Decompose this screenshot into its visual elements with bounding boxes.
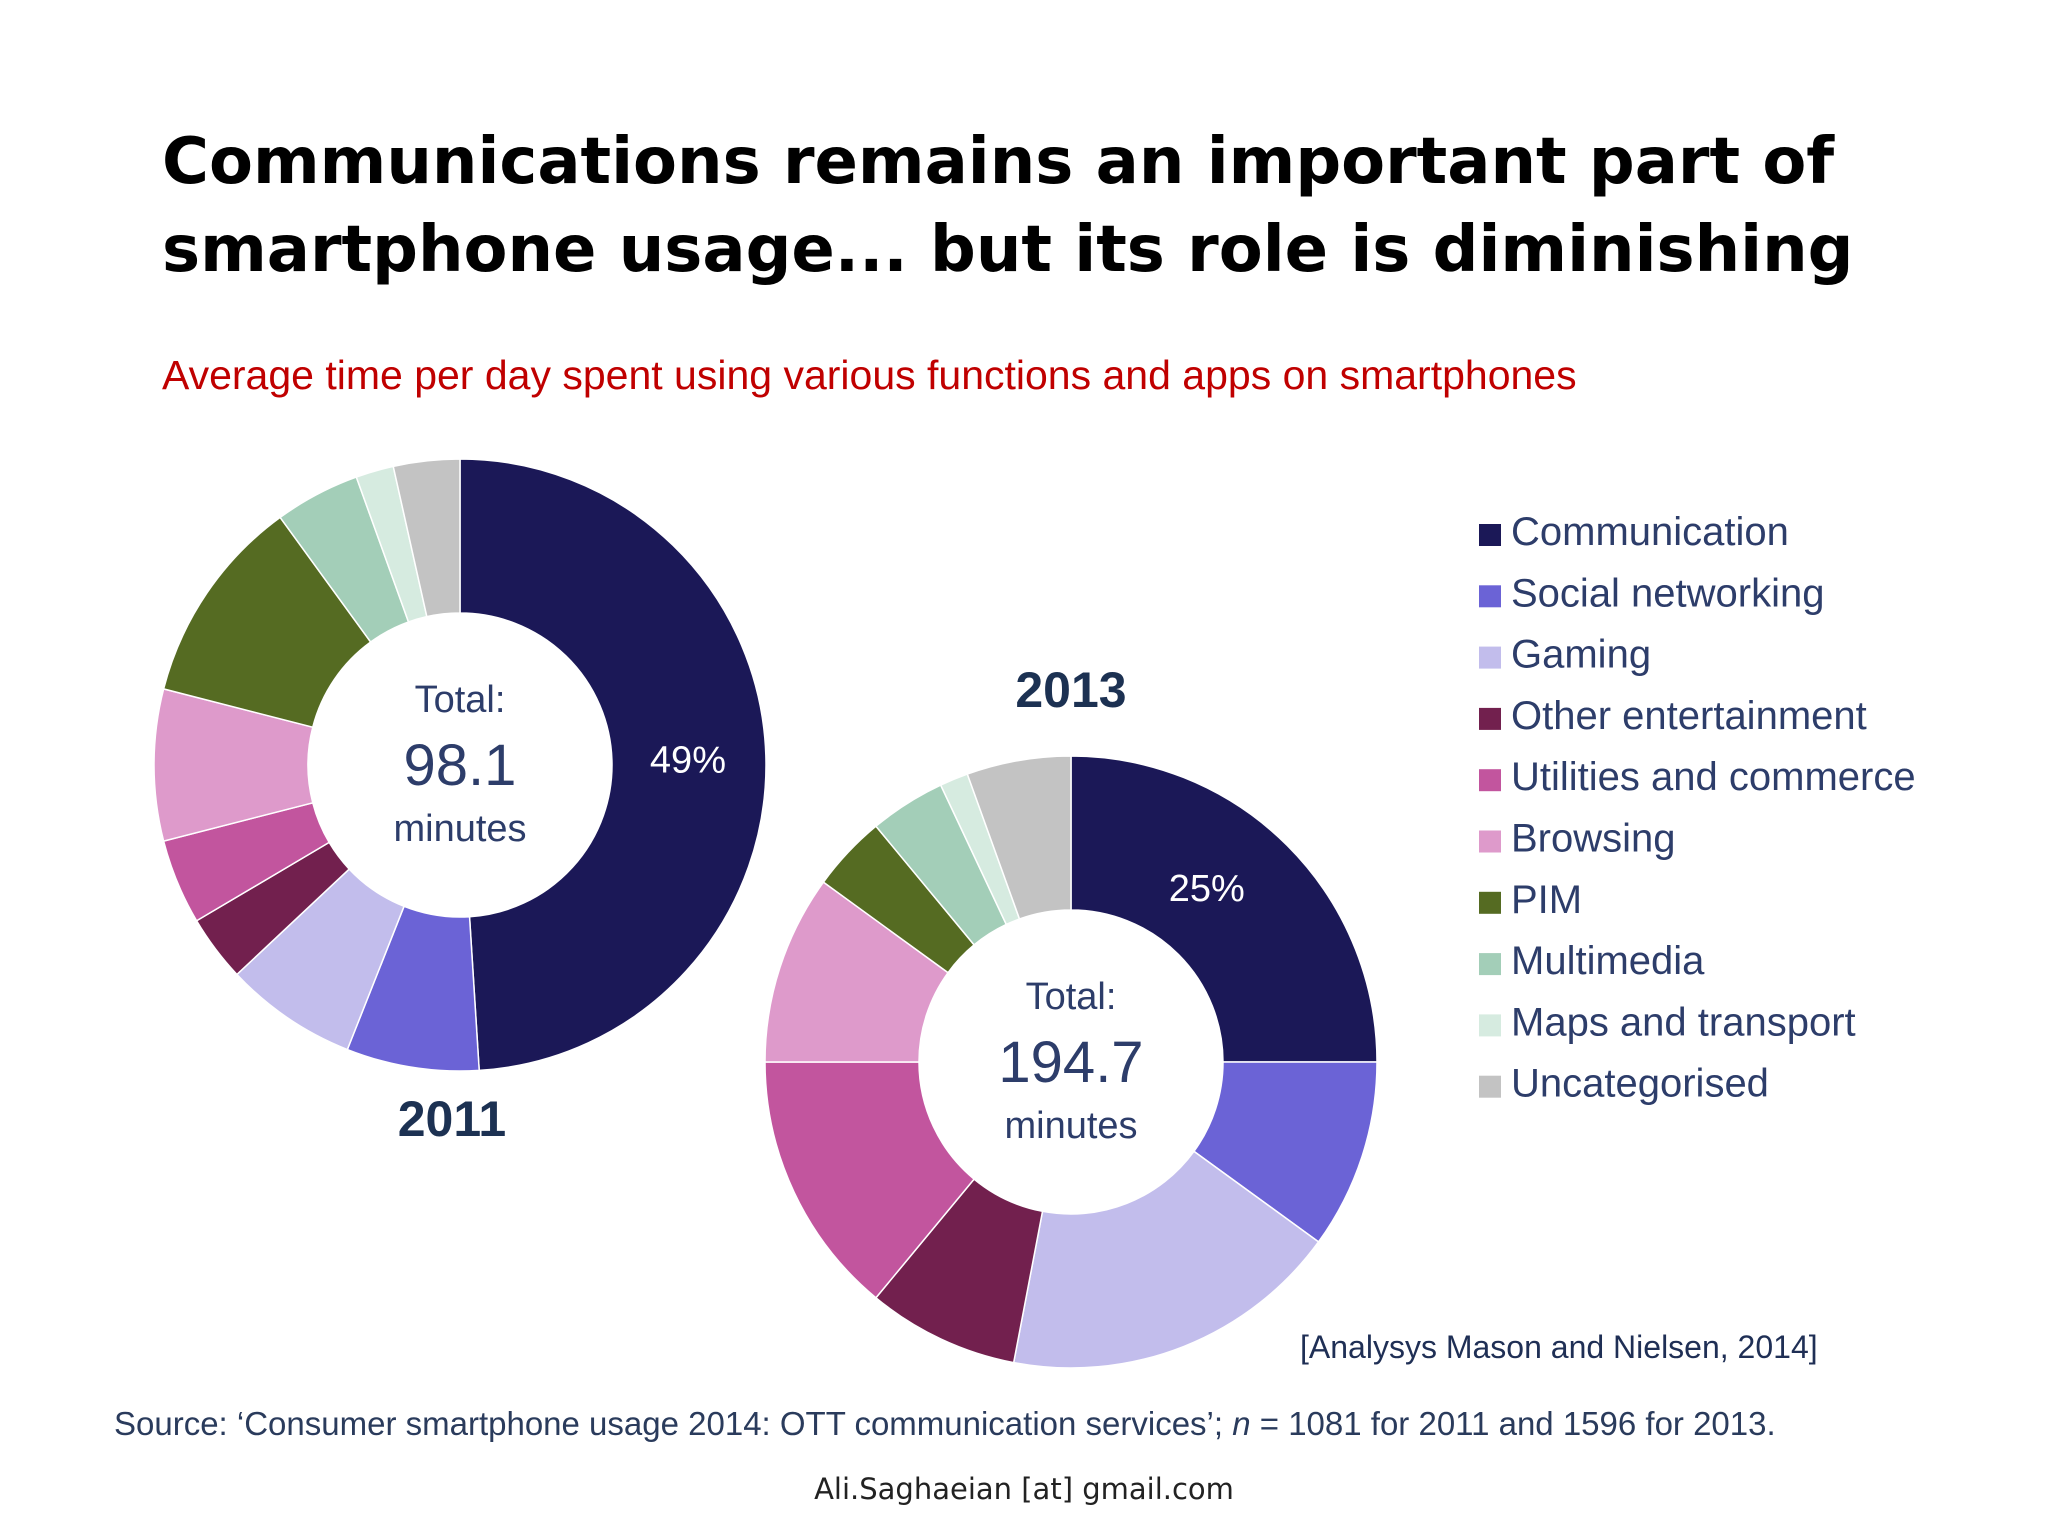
- legend-swatch-pim: [1479, 891, 1501, 914]
- legend-swatch-uncategorised: [1479, 1075, 1501, 1098]
- slice-2013-communication: [1070, 755, 1378, 1063]
- legend-label-social-networking: Social networking: [1511, 571, 1825, 615]
- donut-2013: 25% Total: 194.7 minutes 2013: [764, 662, 1378, 1369]
- legend-label-other-entertainment: Other entertainment: [1511, 694, 1867, 738]
- legend-label-maps-and-transport: Maps and transport: [1511, 1000, 1856, 1044]
- slice-label-2011-communication: 49%: [650, 739, 726, 781]
- center-label-2013: Total:: [1026, 976, 1117, 1018]
- chart-subtitle: Average time per day spent using various…: [162, 352, 1577, 398]
- slice-2011-communication: [459, 458, 767, 1072]
- donut-2011: 49% Total: 98.1 minutes 2011: [153, 458, 767, 1147]
- legend-swatch-communication: [1479, 524, 1501, 546]
- slice-label-2013-communication: 25%: [1169, 868, 1245, 910]
- year-label-2013: 2013: [1015, 662, 1126, 718]
- slice-2011-uncategorised: [392, 458, 461, 618]
- center-value-2013: 194.7: [998, 1030, 1143, 1095]
- source-note: Source: ‘Consumer smartphone usage 2014:…: [114, 1405, 1776, 1443]
- legend-swatch-maps-and-transport: [1479, 1014, 1501, 1037]
- legend-swatch-multimedia: [1479, 953, 1501, 976]
- slide-title: Communications remains an important part…: [162, 118, 1922, 294]
- source-prefix: Source: ‘Consumer smartphone usage 2014:…: [114, 1405, 1233, 1442]
- legend-label-communication: Communication: [1511, 510, 1789, 554]
- source-n: n: [1232, 1405, 1251, 1442]
- legend-label-browsing: Browsing: [1511, 817, 1676, 861]
- year-label-2011: 2011: [398, 1091, 506, 1147]
- slice-2013-uncategorised: [966, 755, 1072, 920]
- citation: [Analysys Mason and Nielsen, 2014]: [1300, 1329, 1818, 1365]
- legend-swatch-browsing: [1479, 830, 1501, 853]
- footer-email: Ali.Saghaeian [at] gmail.com: [814, 1472, 1234, 1506]
- legend: Communication Social networking Gaming Othe…: [1479, 510, 1916, 1106]
- legend-label-pim: PIM: [1511, 878, 1582, 922]
- legend-swatch-social-networking: [1479, 585, 1501, 608]
- legend-label-utilities-and-commerce: Utilities and commerce: [1511, 755, 1916, 799]
- source-suffix: = 1081 for 2011 and 1596 for 2013.: [1250, 1405, 1776, 1442]
- legend-label-multimedia: Multimedia: [1511, 939, 1705, 983]
- legend-label-gaming: Gaming: [1511, 633, 1651, 677]
- slice-2013-utilities-and-commerce: [764, 1061, 976, 1299]
- legend-label-uncategorised: Uncategorised: [1511, 1062, 1769, 1106]
- legend-swatch-other-entertainment: [1479, 707, 1501, 730]
- slide-title-line-2: smartphone usage... but its role is dimi…: [162, 213, 1854, 287]
- center-label-2011: Total:: [415, 679, 506, 721]
- center-unit-2011: minutes: [393, 808, 526, 850]
- slice-2013-gaming: [1012, 1150, 1320, 1369]
- center-unit-2013: minutes: [1004, 1105, 1137, 1147]
- center-value-2011: 98.1: [404, 733, 517, 798]
- slide-title-line-1: Communications remains an important part…: [162, 125, 1835, 199]
- legend-swatch-gaming: [1479, 646, 1501, 669]
- legend-swatch-utilities-and-commerce: [1479, 769, 1501, 792]
